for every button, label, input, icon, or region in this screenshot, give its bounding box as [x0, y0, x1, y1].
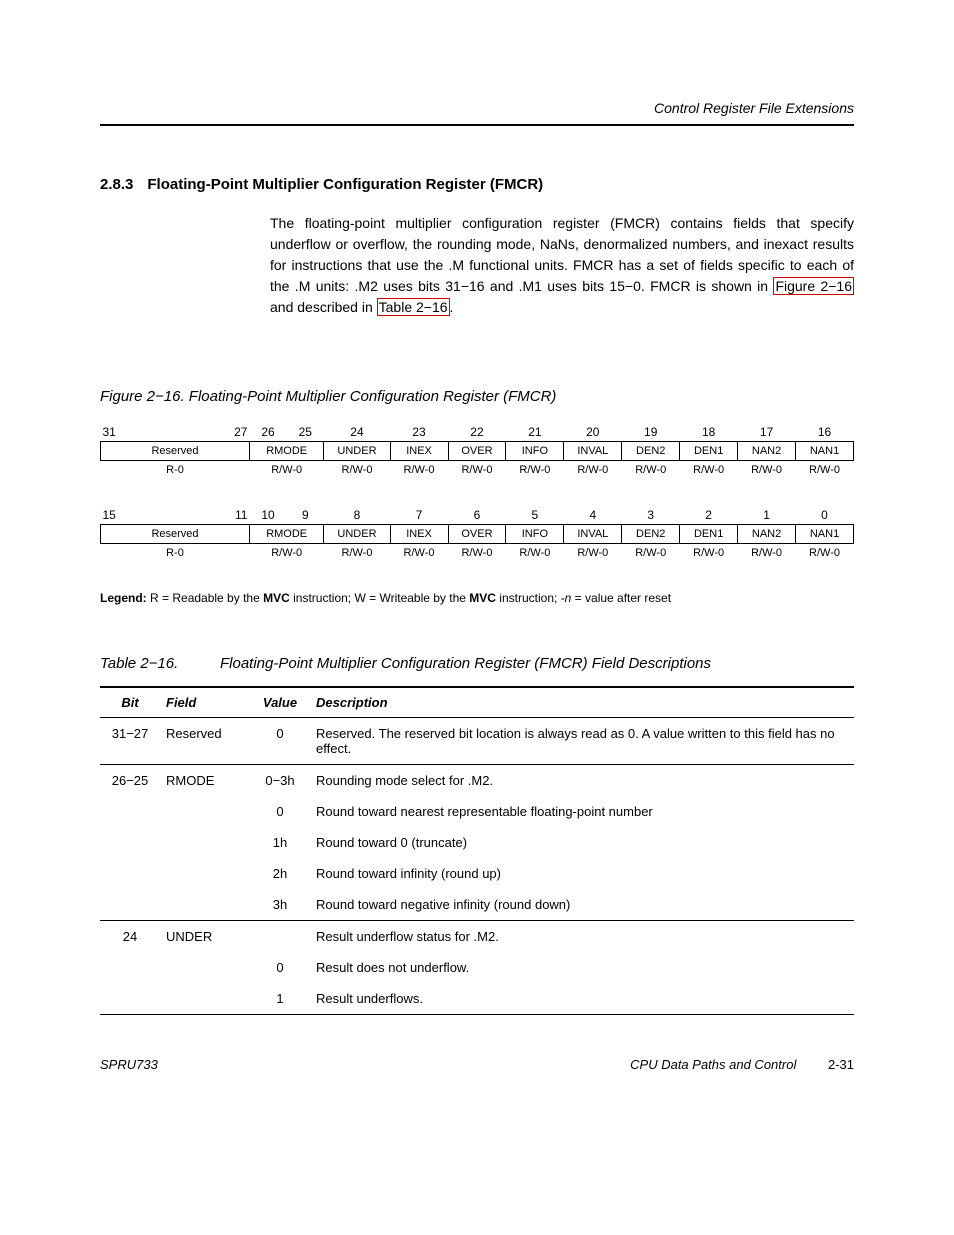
running-title: Control Register File Extensions — [654, 100, 854, 116]
access-row: R-0 R/W-0 R/W-0 R/W-0 R/W-0 R/W-0 R/W-0 … — [101, 461, 854, 487]
running-header: Control Register File Extensions — [100, 100, 854, 126]
footer-chapter: CPU Data Paths and Control — [630, 1057, 796, 1072]
page: Control Register File Extensions 2.8.3 Fl… — [0, 0, 954, 1132]
register-diagram-upper: 31 27 26 25 24 23 22 21 20 19 18 17 16 R… — [100, 425, 854, 486]
section-number: 2.8.3 — [100, 176, 133, 193]
register-table-upper: 31 27 26 25 24 23 22 21 20 19 18 17 16 R… — [100, 425, 854, 486]
bit-numbers-row: 15 11 10 9 8 7 6 5 4 3 2 1 0 — [101, 508, 854, 525]
col-description: Description — [310, 687, 854, 718]
table-caption: Table 2−16. Floating-Point Multiplier Co… — [100, 655, 854, 672]
page-footer: SPRU733 CPU Data Paths and Control 2-31 — [100, 1057, 854, 1072]
col-bit: Bit — [100, 687, 160, 718]
field-names-row: Reserved RMODE UNDER INEX OVER INFO INVA… — [101, 525, 854, 544]
table-row: 26−25 RMODE 0−3h Rounding mode select fo… — [100, 765, 854, 797]
section-title-text: Floating-Point Multiplier Configuration … — [147, 176, 543, 193]
table-row: 2h Round toward infinity (round up) — [100, 858, 854, 889]
table-row: 3h Round toward negative infinity (round… — [100, 889, 854, 921]
field-description-table: Bit Field Value Description 31−27 Reserv… — [100, 686, 854, 1015]
table-row: 24 UNDER Result underflow status for .M2… — [100, 921, 854, 953]
para-pre: The floating-point multiplier configurat… — [270, 215, 854, 294]
register-diagram-lower: 15 11 10 9 8 7 6 5 4 3 2 1 0 Reserved RM… — [100, 508, 854, 569]
table-row: 0 Round toward nearest representable flo… — [100, 796, 854, 827]
table-row: 31−27 Reserved 0 Reserved. The reserved … — [100, 718, 854, 765]
table-caption-num: Table 2−16. — [100, 655, 220, 672]
table-header-row: Bit Field Value Description — [100, 687, 854, 718]
legend-label: Legend: — [100, 591, 147, 605]
footer-page-number: 2-31 — [828, 1057, 854, 1072]
table-row: 1h Round toward 0 (truncate) — [100, 827, 854, 858]
col-field: Field — [160, 687, 250, 718]
field-names-row: Reserved RMODE UNDER INEX OVER INFO INVA… — [101, 442, 854, 461]
section-heading: 2.8.3 Floating-Point Multiplier Configura… — [100, 176, 854, 193]
footer-doc-id: SPRU733 — [100, 1057, 158, 1072]
para-post: . — [450, 299, 454, 315]
para-mid: and described in — [270, 299, 377, 315]
figure-legend: Legend: R = Readable by the MVC instruct… — [100, 591, 854, 605]
figure-caption: Figure 2−16. Floating-Point Multiplier C… — [100, 388, 854, 405]
access-row: R-0 R/W-0 R/W-0 R/W-0 R/W-0 R/W-0 R/W-0 … — [101, 544, 854, 570]
table-caption-text: Floating-Point Multiplier Configuration … — [220, 655, 711, 672]
xref-figure[interactable]: Figure 2−16 — [773, 277, 854, 295]
section-paragraph: The floating-point multiplier configurat… — [270, 213, 854, 318]
xref-table[interactable]: Table 2−16 — [377, 298, 450, 316]
table-row: 0 Result does not underflow. — [100, 952, 854, 983]
bit-numbers-row: 31 27 26 25 24 23 22 21 20 19 18 17 16 — [101, 425, 854, 442]
table-row: 1 Result underflows. — [100, 983, 854, 1015]
register-table-lower: 15 11 10 9 8 7 6 5 4 3 2 1 0 Reserved RM… — [100, 508, 854, 569]
col-value: Value — [250, 687, 310, 718]
